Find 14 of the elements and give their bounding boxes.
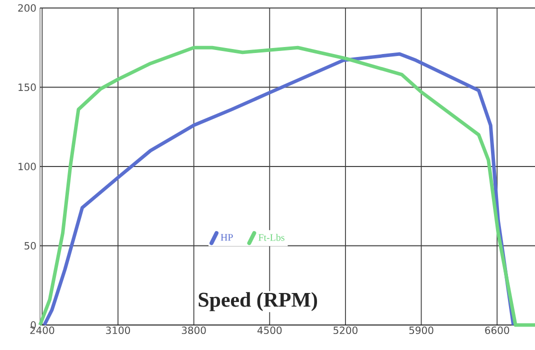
y-tick-label: 100: [18, 162, 36, 170]
x-tick-label: 2400: [30, 326, 54, 334]
x-tick-label: 5900: [409, 326, 434, 334]
x-tick-label: 3100: [106, 326, 130, 334]
legend-label: HP: [220, 234, 233, 241]
x-tick-label: 6600: [485, 326, 510, 334]
x-axis-title: Speed (RPM): [198, 292, 318, 312]
x-tick-label: 4500: [257, 326, 282, 334]
legend-label: Ft-Lbs: [258, 234, 284, 241]
y-tick-label: 50: [24, 242, 36, 250]
y-tick-label: 200: [18, 4, 36, 12]
x-tick-label: 3800: [182, 326, 206, 334]
x-tick-label: 5200: [334, 326, 358, 334]
y-tick-label: 150: [18, 83, 36, 92]
